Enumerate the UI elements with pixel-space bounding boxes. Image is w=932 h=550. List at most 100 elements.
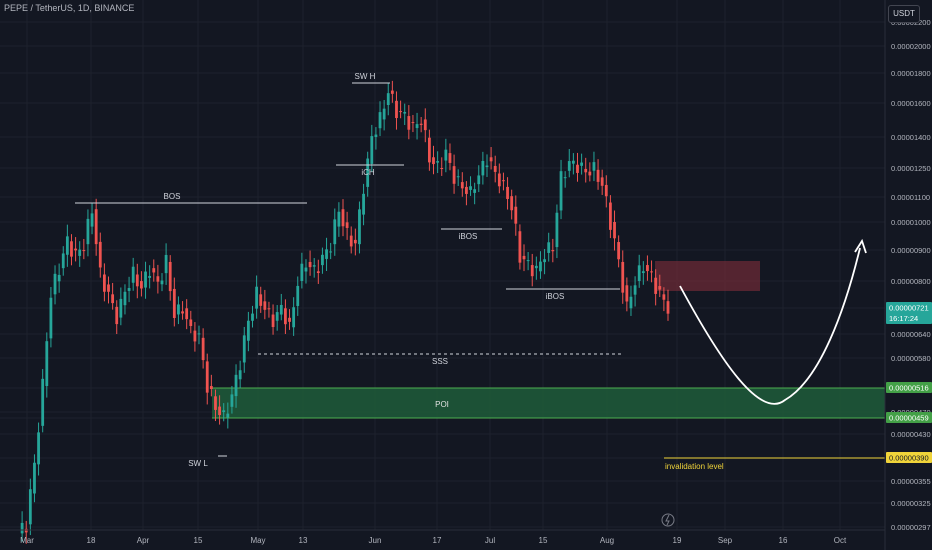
- candle: [246, 311, 250, 352]
- candle: [181, 301, 184, 320]
- candle: [78, 241, 82, 267]
- x-tick-label: Oct: [834, 536, 847, 545]
- candle: [119, 287, 123, 326]
- invalidation-label: invalidation level: [665, 462, 724, 471]
- candle: [411, 114, 415, 133]
- price-tag-poi-top: 0.00000516: [886, 382, 932, 393]
- candle: [374, 127, 378, 150]
- candle: [275, 305, 279, 331]
- candle: [370, 124, 374, 172]
- x-tick-label: 15: [539, 536, 548, 545]
- candle: [592, 151, 596, 182]
- x-tick-label: May: [250, 536, 265, 545]
- supply-zone: [655, 261, 760, 291]
- candle: [33, 454, 36, 503]
- candle: [576, 152, 579, 182]
- candle: [604, 175, 608, 208]
- y-tick-label: 0.00001600: [891, 99, 931, 108]
- candle: [164, 243, 168, 285]
- ibos-label-1: iBOS: [459, 232, 478, 241]
- candle: [189, 310, 193, 334]
- svg-text:0.00000516: 0.00000516: [889, 384, 929, 393]
- candle: [349, 226, 353, 254]
- currency-button[interactable]: USDT: [888, 5, 920, 23]
- candle: [481, 151, 485, 185]
- candle: [300, 252, 304, 289]
- candle: [127, 276, 131, 303]
- candle: [378, 101, 382, 137]
- bos-label: BOS: [164, 192, 181, 201]
- candle: [86, 209, 90, 257]
- candle: [617, 235, 621, 268]
- candle: [423, 108, 427, 143]
- lightning-icon: [661, 513, 675, 527]
- candle: [403, 103, 407, 126]
- y-tick-label: 0.00000800: [891, 277, 931, 286]
- candle: [271, 304, 275, 335]
- candle: [588, 162, 592, 182]
- candle: [74, 237, 77, 262]
- candle: [596, 159, 600, 190]
- candle: [621, 250, 625, 304]
- symbol-title[interactable]: PEPE / TetherUS, 1D, BINANCE: [4, 3, 135, 13]
- price-tag-invalidation: 0.00000390: [886, 452, 932, 463]
- x-tick-label: Aug: [600, 536, 614, 545]
- y-tick-label: 0.00000640: [891, 330, 931, 339]
- candle: [177, 296, 180, 325]
- candle: [156, 264, 160, 294]
- candle: [45, 332, 49, 398]
- ich-label: iCH: [361, 168, 375, 177]
- x-tick-label: 13: [299, 536, 308, 545]
- candle: [580, 153, 584, 175]
- candle: [666, 289, 670, 321]
- candle: [613, 210, 616, 251]
- candle: [279, 293, 283, 321]
- ibos-label-2: iBOS: [546, 292, 565, 301]
- y-tick-label: 0.00000355: [891, 477, 931, 486]
- candle: [316, 259, 320, 284]
- candle: [427, 129, 431, 171]
- candle: [358, 201, 361, 254]
- candle: [448, 143, 452, 171]
- candle: [600, 169, 604, 195]
- candle: [152, 259, 156, 282]
- svg-text:0.00000390: 0.00000390: [889, 454, 929, 463]
- candle: [102, 263, 106, 302]
- candle: [37, 422, 40, 476]
- candle: [82, 238, 86, 260]
- candle: [115, 300, 119, 335]
- candle: [395, 91, 398, 130]
- candle: [28, 478, 32, 536]
- candle: [226, 402, 230, 429]
- candle: [255, 275, 259, 319]
- y-tick-label: 0.00000580: [891, 354, 931, 363]
- candle: [497, 163, 501, 194]
- candle: [386, 82, 390, 116]
- candle: [185, 299, 189, 330]
- candle: [308, 250, 312, 276]
- candle: [465, 181, 468, 206]
- y-tick-label: 0.00000297: [891, 523, 931, 532]
- candle: [493, 155, 497, 183]
- candle: [197, 325, 201, 345]
- candle: [460, 172, 464, 197]
- candle: [526, 252, 530, 271]
- candle: [222, 403, 226, 422]
- candle: [584, 157, 588, 183]
- y-tick-label: 0.00001400: [891, 133, 931, 142]
- candle: [135, 263, 139, 299]
- candle: [292, 297, 296, 336]
- candle: [436, 151, 440, 174]
- candle: [477, 165, 481, 193]
- x-tick-label: Jun: [369, 536, 382, 545]
- candle: [90, 203, 94, 235]
- candle: [662, 287, 666, 312]
- candle: [61, 246, 65, 276]
- candle: [304, 259, 308, 284]
- candle: [325, 237, 328, 272]
- candle: [633, 276, 637, 307]
- x-tick-label: Jul: [485, 536, 495, 545]
- candle: [473, 182, 477, 205]
- y-tick-label: 0.00002000: [891, 42, 931, 51]
